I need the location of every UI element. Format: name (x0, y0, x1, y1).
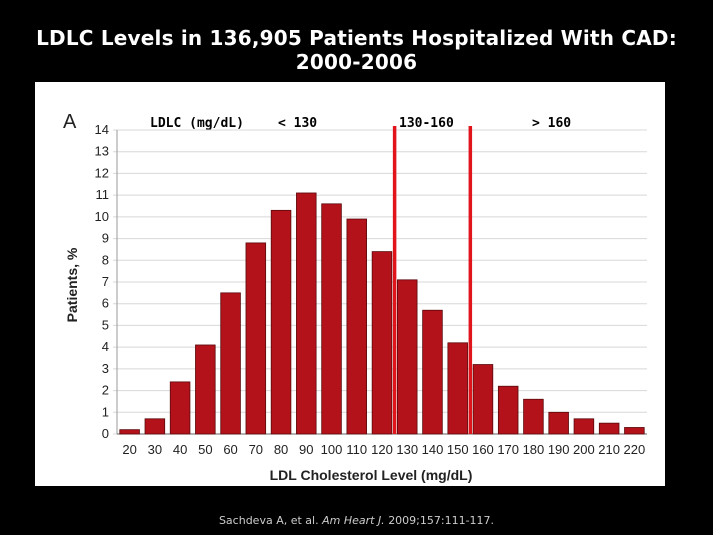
y-tick-label: 4 (102, 339, 109, 354)
bar (296, 192, 317, 435)
bar (321, 203, 342, 435)
citation-journal: Am Heart J. (322, 514, 385, 527)
x-tick-label: 20 (122, 442, 136, 457)
bar (119, 429, 140, 435)
band-label-high: > 160 (532, 116, 571, 131)
x-tick-label: 180 (523, 442, 545, 457)
ldl-histogram-chart: A LDLC (mg/dL) < 130 130-160 > 160 Patie… (63, 111, 647, 483)
x-tick-label: 70 (249, 442, 263, 457)
x-tick-label: 100 (321, 442, 343, 457)
bar (548, 411, 569, 435)
y-tick-label: 6 (102, 296, 109, 311)
band-label-low: < 130 (278, 116, 317, 131)
panel-label: A (63, 111, 77, 133)
bar (195, 344, 216, 435)
x-axis-label: LDL Cholesterol Level (mg/dL) (270, 467, 473, 483)
bar-layer (119, 192, 645, 435)
y-tick-label: 0 (102, 426, 109, 441)
y-tick-label: 9 (102, 231, 109, 246)
bar (270, 209, 292, 435)
y-tick-label: 14 (95, 122, 109, 137)
y-tick-label: 10 (95, 209, 109, 224)
y-tick-label: 2 (102, 383, 109, 398)
bar (497, 385, 519, 435)
slide-title-line-2: 2000-2006 (295, 50, 418, 74)
y-tick-label: 5 (102, 317, 109, 332)
bar (447, 342, 468, 435)
citation-ref: 2009;157:111-117. (388, 514, 495, 527)
y-tick-label: 13 (95, 144, 109, 159)
bar (346, 218, 368, 435)
x-tick-label: 140 (422, 442, 444, 457)
x-tick-label: 30 (148, 442, 162, 457)
x-tick-label: 200 (573, 442, 595, 457)
y-axis-label: Patients, % (64, 247, 80, 322)
x-tick-label: 190 (548, 442, 570, 457)
x-tick-label: 80 (274, 442, 288, 457)
citation-authors: Sachdeva A, et al. (218, 514, 319, 527)
y-tick-label: 1 (102, 404, 109, 419)
citation: Sachdeva A, et al. Am Heart J. 2009;157:… (0, 514, 713, 527)
slide-title: LDLC Levels in 136,905 Patients Hospital… (0, 26, 713, 74)
x-tick-label: 150 (447, 442, 469, 457)
bar (523, 398, 544, 435)
bar (245, 242, 267, 435)
y-tick-label: 3 (102, 361, 109, 376)
bar (220, 292, 241, 435)
bar (371, 251, 393, 435)
x-tick-label: 120 (371, 442, 393, 457)
bar (169, 381, 191, 435)
band-header: LDLC (mg/dL) (150, 116, 244, 131)
x-tick-label: 170 (497, 442, 519, 457)
x-tick-label: 160 (472, 442, 494, 457)
y-tick-label: 7 (102, 274, 109, 289)
slide-title-line-1: LDLC Levels in 136,905 Patients Hospital… (36, 26, 677, 50)
cutoff-layer (392, 126, 473, 434)
bar (598, 422, 620, 435)
bar (422, 309, 443, 435)
bar (396, 279, 418, 435)
band-label-mid: 130-160 (399, 116, 454, 131)
x-tick-label: 220 (624, 442, 646, 457)
bar (573, 418, 595, 435)
y-tick-label: 8 (102, 252, 109, 267)
x-tick-label: 210 (598, 442, 620, 457)
chart-panel: A LDLC (mg/dL) < 130 130-160 > 160 Patie… (35, 82, 665, 486)
x-tick-label: 40 (173, 442, 187, 457)
y-tick-label: 11 (96, 187, 110, 202)
x-tick-label: 110 (346, 442, 367, 457)
x-tick-label: 130 (396, 442, 418, 457)
bar (624, 427, 645, 435)
x-tick-label: 60 (223, 442, 237, 457)
y-tick-label: 12 (95, 165, 109, 180)
x-tick-label: 90 (299, 442, 313, 457)
bar (472, 364, 494, 435)
bar (144, 418, 166, 435)
x-tick-label: 50 (198, 442, 212, 457)
